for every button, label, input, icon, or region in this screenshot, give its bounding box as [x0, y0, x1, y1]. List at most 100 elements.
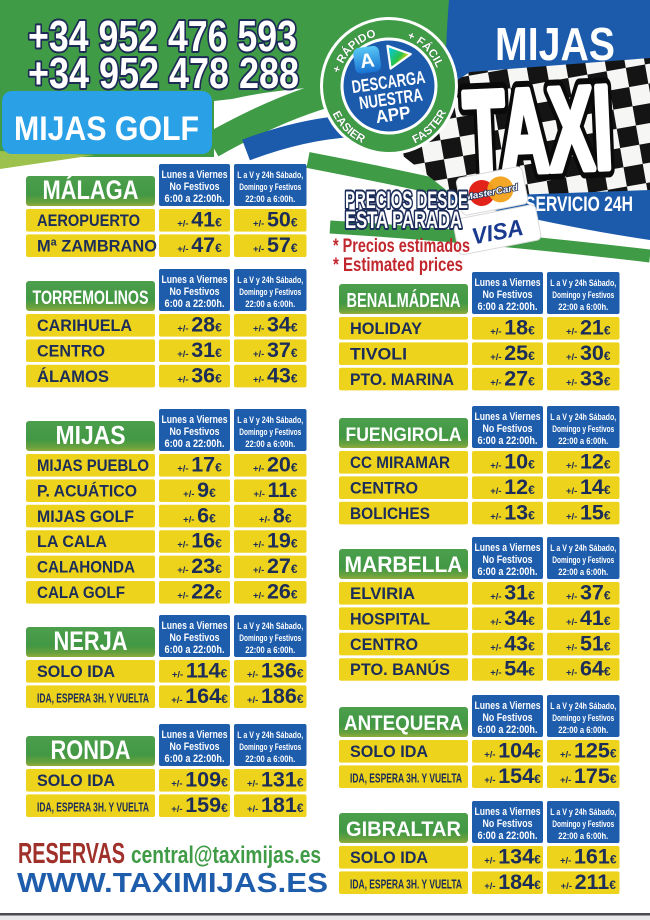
svg-text:L a V y 24h Sábado,: L a V y 24h Sábado, — [550, 412, 616, 423]
svg-text:Domingo y Festivos: Domingo y Festivos — [239, 182, 301, 193]
svg-text:CENTRO: CENTRO — [37, 341, 105, 360]
svg-text:Domingo y Festivos: Domingo y Festivos — [552, 424, 614, 435]
svg-text:RONDA: RONDA — [51, 735, 131, 765]
svg-text:No Festivos: No Festivos — [483, 712, 533, 724]
svg-text:L a V y 24h Sábado,: L a V y 24h Sábado, — [237, 170, 303, 181]
svg-text:MIJAS PUEBLO: MIJAS PUEBLO — [37, 456, 149, 475]
svg-text:+/- 43€: +/- 43€ — [490, 631, 535, 655]
svg-text:BOLICHES: BOLICHES — [350, 504, 430, 523]
svg-text:+/- 9€: +/- 9€ — [183, 478, 216, 502]
svg-text:+/- 22€: +/- 22€ — [177, 580, 222, 604]
svg-text:L a V y 24h Sábado,: L a V y 24h Sábado, — [550, 807, 616, 818]
svg-text:+/- 21€: +/- 21€ — [566, 316, 611, 340]
svg-text:22:00 a 6:00h.: 22:00 a 6:00h. — [245, 645, 295, 656]
svg-text:+/- 159€: +/- 159€ — [171, 793, 228, 817]
svg-text:CARIHUELA: CARIHUELA — [37, 316, 132, 335]
svg-text:IDA, ESPERA 3H. Y VUELTA: IDA, ESPERA 3H. Y VUELTA — [350, 877, 462, 891]
svg-text:MIJAS GOLF: MIJAS GOLF — [37, 507, 134, 526]
svg-text:+/- 186€: +/- 186€ — [247, 684, 304, 708]
svg-text:No Festivos: No Festivos — [170, 286, 220, 298]
svg-text:HOSPITAL: HOSPITAL — [350, 609, 430, 628]
svg-text:Lunes a Viernes: Lunes a Viernes — [475, 411, 541, 423]
svg-text:22:00 a 6:00h.: 22:00 a 6:00h. — [245, 194, 295, 205]
svg-text:SOLO IDA: SOLO IDA — [350, 848, 428, 867]
svg-text:+/- 181€: +/- 181€ — [247, 793, 304, 817]
svg-text:+/- 11€: +/- 11€ — [254, 478, 298, 502]
svg-text:+/- 27€: +/- 27€ — [253, 554, 298, 578]
svg-text:+/- 41€: +/- 41€ — [566, 606, 611, 630]
svg-text:SOLO IDA: SOLO IDA — [350, 742, 428, 761]
svg-text:Lunes a Viernes: Lunes a Viernes — [475, 806, 541, 818]
svg-text:+/- 34€: +/- 34€ — [490, 606, 535, 630]
svg-text:Mª ZAMBRANO: Mª ZAMBRANO — [37, 236, 157, 255]
svg-text:No Festivos: No Festivos — [170, 426, 220, 438]
svg-text:Domingo y Festivos: Domingo y Festivos — [552, 713, 614, 724]
svg-text:* Precios estimados: * Precios estimados — [333, 235, 470, 257]
svg-text:PRECIOS DESDE: PRECIOS DESDE — [345, 187, 468, 214]
svg-text:No Festivos: No Festivos — [170, 632, 220, 644]
svg-text:+/- 17€: +/- 17€ — [177, 453, 222, 477]
svg-text:ÁLAMOS: ÁLAMOS — [37, 367, 109, 386]
svg-text:Lunes a Viernes: Lunes a Viernes — [475, 700, 541, 712]
svg-text:ANTEQUERA: ANTEQUERA — [344, 712, 463, 735]
svg-text:+/- 27€: +/- 27€ — [490, 366, 535, 390]
svg-text:NERJA: NERJA — [54, 626, 128, 656]
svg-text:+/- 16€: +/- 16€ — [177, 529, 222, 553]
svg-text:No Festivos: No Festivos — [170, 181, 220, 193]
svg-text:IDA, ESPERA 3H. Y VUELTA: IDA, ESPERA 3H. Y VUELTA — [350, 771, 462, 785]
svg-text:P. ACUÁTICO: P. ACUÁTICO — [37, 481, 137, 500]
svg-text:No Festivos: No Festivos — [170, 741, 220, 753]
svg-text:+/- 18€: +/- 18€ — [490, 316, 535, 340]
svg-text:Domingo y Festivos: Domingo y Festivos — [239, 742, 301, 753]
svg-text:L a V y 24h Sábado,: L a V y 24h Sábado, — [237, 275, 303, 286]
svg-text:+/- 54€: +/- 54€ — [490, 657, 535, 681]
svg-text:Lunes a Viernes: Lunes a Viernes — [475, 277, 541, 289]
svg-text:+/- 37€: +/- 37€ — [253, 338, 298, 362]
svg-text:Lunes a Viernes: Lunes a Viernes — [162, 620, 228, 632]
svg-text:6:00 a 22:00h.: 6:00 a 22:00h. — [478, 566, 538, 578]
svg-text:GIBRALTAR: GIBRALTAR — [346, 818, 461, 841]
svg-text:+/- 31€: +/- 31€ — [177, 338, 222, 362]
svg-text:+/- 12€: +/- 12€ — [566, 450, 611, 474]
svg-text:22:00 a 6:00h.: 22:00 a 6:00h. — [558, 436, 608, 447]
svg-text:* Estimated prices: * Estimated prices — [333, 254, 463, 276]
svg-text:FUENGIROLA: FUENGIROLA — [346, 424, 462, 446]
svg-text:6:00 a 22:00h.: 6:00 a 22:00h. — [165, 438, 225, 450]
svg-text:22:00 a 6:00h.: 22:00 a 6:00h. — [245, 439, 295, 450]
svg-text:+/- 161€: +/- 161€ — [560, 845, 617, 869]
svg-text:central@taximijas.es: central@taximijas.es — [131, 842, 321, 869]
svg-text:Domingo y Festivos: Domingo y Festivos — [552, 819, 614, 830]
svg-text:+/- 184€: +/- 184€ — [484, 870, 541, 894]
svg-text:6:00 a 22:00h.: 6:00 a 22:00h. — [478, 724, 538, 736]
svg-text:+/- 164€: +/- 164€ — [171, 684, 228, 708]
svg-text:6:00 a 22:00h.: 6:00 a 22:00h. — [165, 298, 225, 310]
svg-text:LA CALA: LA CALA — [37, 532, 107, 551]
svg-text:+/- 15€: +/- 15€ — [566, 500, 611, 524]
svg-text:CALAHONDA: CALAHONDA — [37, 558, 135, 577]
svg-text:+/- 125€: +/- 125€ — [560, 739, 617, 763]
svg-text:RESERVAS: RESERVAS — [18, 838, 125, 870]
svg-text:+/- 34€: +/- 34€ — [253, 313, 298, 337]
svg-text:CC MIRAMAR: CC MIRAMAR — [350, 453, 450, 472]
svg-text:+/- 19€: +/- 19€ — [253, 529, 298, 553]
svg-text:Lunes a Viernes: Lunes a Viernes — [162, 414, 228, 426]
svg-text:L a V y 24h Sábado,: L a V y 24h Sábado, — [237, 415, 303, 426]
svg-text:Domingo y Festivos: Domingo y Festivos — [239, 633, 301, 644]
svg-text:+/- 8€: +/- 8€ — [259, 503, 292, 527]
svg-text:+/- 109€: +/- 109€ — [171, 768, 228, 792]
svg-text:22:00 a 6:00h.: 22:00 a 6:00h. — [245, 299, 295, 310]
svg-text:WWW.TAXIMIJAS.ES: WWW.TAXIMIJAS.ES — [17, 867, 328, 898]
svg-text:+/- 30€: +/- 30€ — [566, 341, 611, 365]
svg-text:No Festivos: No Festivos — [483, 289, 533, 301]
svg-text:TORREMOLINOS: TORREMOLINOS — [33, 287, 149, 309]
svg-text:+/- 154€: +/- 154€ — [484, 764, 541, 788]
svg-text:Domingo y Festivos: Domingo y Festivos — [552, 290, 614, 301]
svg-text:SOLO IDA: SOLO IDA — [37, 662, 115, 681]
svg-text:+/- 131€: +/- 131€ — [247, 768, 304, 792]
svg-text:6:00 a 22:00h.: 6:00 a 22:00h. — [165, 193, 225, 205]
svg-text:+/- 175€: +/- 175€ — [560, 764, 617, 788]
svg-text:L a V y 24h Sábado,: L a V y 24h Sábado, — [237, 730, 303, 741]
svg-text:+/- 57€: +/- 57€ — [253, 233, 298, 257]
svg-text:ESTA PARADA: ESTA PARADA — [345, 207, 462, 234]
svg-text:SOLO IDA: SOLO IDA — [37, 771, 115, 790]
